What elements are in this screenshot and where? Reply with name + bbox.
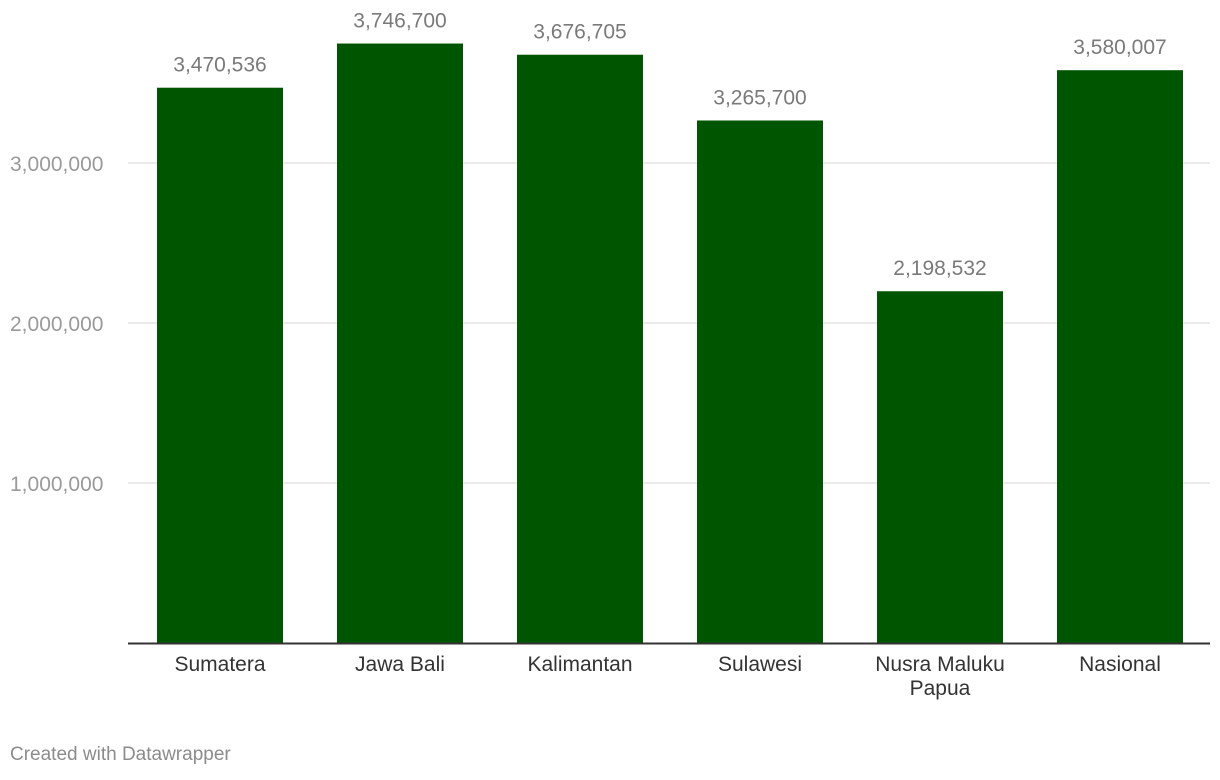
x-category-label: Sulawesi: [718, 653, 802, 676]
bar: [157, 87, 283, 644]
x-category-label: Sumatera: [174, 653, 265, 676]
gridlines: 1,000,000 2,000,000 3,000,000: [10, 153, 1210, 496]
x-category-label: Nasional: [1079, 653, 1161, 676]
data-label: 3,676,705: [533, 21, 626, 44]
credit-text: Created with Datawrapper: [10, 744, 231, 765]
bars: [157, 43, 1183, 644]
x-category-label: Kalimantan: [527, 653, 632, 676]
y-tick-label: 1,000,000: [10, 473, 103, 496]
x-category-label: Nusra Maluku Papua: [875, 653, 1005, 700]
data-label: 3,746,700: [353, 10, 446, 33]
bar: [697, 120, 823, 644]
y-tick-label: 2,000,000: [10, 313, 103, 336]
bar: [1057, 70, 1183, 644]
data-label: 3,470,536: [173, 54, 266, 77]
y-tick-label: 3,000,000: [10, 153, 103, 176]
bar: [877, 291, 1003, 643]
bar: [337, 43, 463, 643]
data-label: 3,580,007: [1073, 36, 1166, 59]
bar: [517, 54, 643, 644]
x-category-label: Jawa Bali: [355, 653, 445, 676]
labels: 3,470,536 Sumatera 3,746,700 Jawa Bali 3,676…: [173, 10, 1166, 700]
data-label: 2,198,532: [893, 257, 986, 280]
data-label: 3,265,700: [713, 86, 806, 109]
